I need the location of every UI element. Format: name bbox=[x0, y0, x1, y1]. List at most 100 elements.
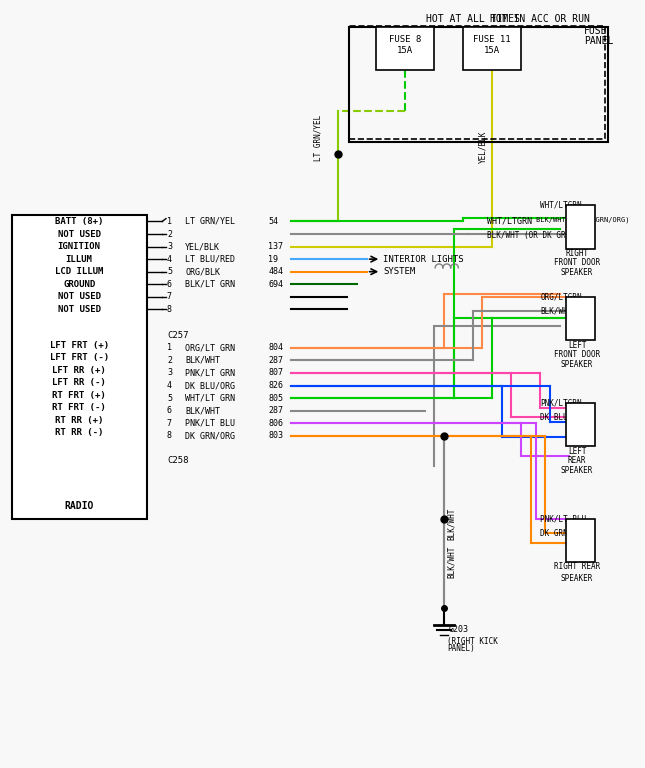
Text: PNK/LT BLU: PNK/LT BLU bbox=[541, 515, 587, 523]
Text: G203: G203 bbox=[449, 625, 469, 634]
Bar bbox=[350, 25, 605, 140]
Text: PNK/LTGRN: PNK/LTGRN bbox=[541, 399, 582, 407]
Text: RADIO: RADIO bbox=[64, 502, 94, 511]
Text: ORG/LTGRN: ORG/LTGRN bbox=[541, 293, 582, 301]
Text: RIGHT REAR: RIGHT REAR bbox=[554, 562, 600, 571]
Text: ORG/LT GRN: ORG/LT GRN bbox=[185, 343, 235, 353]
Text: GROUND: GROUND bbox=[63, 280, 95, 289]
Text: PNK/LT GRN: PNK/LT GRN bbox=[185, 369, 235, 378]
Text: NOT USED: NOT USED bbox=[57, 305, 101, 314]
Text: 807: 807 bbox=[268, 369, 283, 378]
Text: BLK/WHT: BLK/WHT bbox=[185, 406, 221, 415]
Text: BLK/WHT (OR DK GRN/ORG): BLK/WHT (OR DK GRN/ORG) bbox=[488, 231, 593, 240]
Text: 287: 287 bbox=[268, 406, 283, 415]
Text: BLK/WHT: BLK/WHT bbox=[185, 356, 221, 365]
Text: YEL/BLK: YEL/BLK bbox=[185, 242, 221, 251]
Text: SPEAKER: SPEAKER bbox=[561, 466, 593, 475]
Text: 804: 804 bbox=[268, 343, 283, 353]
Text: 484: 484 bbox=[268, 267, 283, 276]
Text: LFT FRT (+): LFT FRT (+) bbox=[50, 340, 109, 349]
Text: 803: 803 bbox=[268, 431, 283, 440]
Bar bbox=[376, 27, 434, 70]
Text: BLK/WHT: BLK/WHT bbox=[447, 546, 456, 578]
Text: WHT/LT GRN: WHT/LT GRN bbox=[185, 393, 235, 402]
Bar bbox=[12, 215, 146, 518]
Text: 1: 1 bbox=[167, 343, 172, 353]
Text: 1: 1 bbox=[167, 217, 172, 226]
Text: LFT FRT (-): LFT FRT (-) bbox=[50, 353, 109, 362]
Text: BLK/WHT: BLK/WHT bbox=[541, 306, 573, 316]
Text: YEL/BLK: YEL/BLK bbox=[478, 131, 487, 164]
Text: PANEL: PANEL bbox=[584, 36, 613, 46]
Text: LEFT: LEFT bbox=[568, 447, 586, 455]
Text: 805: 805 bbox=[268, 393, 283, 402]
Text: DK BLU/ORG: DK BLU/ORG bbox=[185, 381, 235, 390]
Text: 5: 5 bbox=[167, 393, 172, 402]
Text: FRONT DOOR: FRONT DOOR bbox=[554, 350, 600, 359]
Text: RT RR (+): RT RR (+) bbox=[55, 415, 103, 425]
Bar bbox=[566, 205, 595, 249]
Text: NOT USED: NOT USED bbox=[57, 293, 101, 301]
Text: 4: 4 bbox=[167, 255, 172, 263]
Text: 2: 2 bbox=[167, 356, 172, 365]
Text: BLK/WHT (OR DKGRN/ORG): BLK/WHT (OR DKGRN/ORG) bbox=[535, 217, 629, 223]
Text: WHT/LTGRN: WHT/LTGRN bbox=[541, 200, 582, 210]
Text: SPEAKER: SPEAKER bbox=[561, 574, 593, 583]
Text: RIGHT: RIGHT bbox=[566, 249, 589, 258]
Text: RT FRT (+): RT FRT (+) bbox=[52, 391, 106, 399]
Text: 7: 7 bbox=[167, 419, 172, 428]
Text: RT RR (-): RT RR (-) bbox=[55, 429, 103, 437]
Text: 15A: 15A bbox=[484, 46, 501, 55]
Text: LT GRN/YEL: LT GRN/YEL bbox=[314, 114, 323, 161]
Text: 137: 137 bbox=[268, 242, 283, 251]
Text: SPEAKER: SPEAKER bbox=[561, 360, 593, 369]
Text: 826: 826 bbox=[268, 381, 283, 390]
Text: FUSE 11: FUSE 11 bbox=[473, 35, 511, 44]
Text: 3: 3 bbox=[167, 369, 172, 378]
Text: 287: 287 bbox=[268, 356, 283, 365]
Text: LT GRN/YEL: LT GRN/YEL bbox=[185, 217, 235, 226]
Text: LEFT: LEFT bbox=[568, 340, 586, 349]
Text: 4: 4 bbox=[167, 381, 172, 390]
Text: BLK/LT GRN: BLK/LT GRN bbox=[185, 280, 235, 289]
Text: FUSE: FUSE bbox=[584, 26, 608, 36]
Text: (RIGHT KICK: (RIGHT KICK bbox=[447, 637, 498, 646]
Text: DK BLU/ORG: DK BLU/ORG bbox=[541, 413, 587, 422]
Bar bbox=[566, 518, 595, 562]
Text: 5: 5 bbox=[167, 267, 172, 276]
Text: DK GRN/ORG: DK GRN/ORG bbox=[541, 528, 587, 538]
Text: HOT AT ALL TIMES: HOT AT ALL TIMES bbox=[426, 14, 520, 24]
Text: SPEAKER: SPEAKER bbox=[561, 268, 593, 277]
Text: C257: C257 bbox=[167, 331, 188, 340]
Text: PNK/LT BLU: PNK/LT BLU bbox=[185, 419, 235, 428]
Text: 8: 8 bbox=[167, 431, 172, 440]
Text: INTERIOR LIGHTS: INTERIOR LIGHTS bbox=[383, 255, 464, 263]
Bar bbox=[566, 296, 595, 340]
Text: WHT/LTGRN: WHT/LTGRN bbox=[488, 217, 532, 226]
Text: 6: 6 bbox=[167, 406, 172, 415]
Text: LT BLU/RED: LT BLU/RED bbox=[185, 255, 235, 263]
Text: 6: 6 bbox=[167, 280, 172, 289]
Text: REAR: REAR bbox=[568, 456, 586, 465]
Text: NOT USED: NOT USED bbox=[57, 230, 101, 239]
Text: ORG/BLK: ORG/BLK bbox=[185, 267, 221, 276]
Text: IGNITION: IGNITION bbox=[57, 242, 101, 251]
Text: 54: 54 bbox=[268, 217, 278, 226]
Text: LFT RR (+): LFT RR (+) bbox=[52, 366, 106, 375]
Bar bbox=[350, 27, 608, 142]
Text: 2: 2 bbox=[167, 230, 172, 239]
Text: 806: 806 bbox=[268, 419, 283, 428]
Text: HOT IN ACC OR RUN: HOT IN ACC OR RUN bbox=[490, 14, 590, 24]
Text: C258: C258 bbox=[167, 456, 188, 465]
Text: DK GRN/ORG: DK GRN/ORG bbox=[185, 431, 235, 440]
Text: RT FRT (-): RT FRT (-) bbox=[52, 403, 106, 412]
Bar bbox=[463, 27, 521, 70]
Text: SYSTEM: SYSTEM bbox=[383, 267, 415, 276]
Text: LCD ILLUM: LCD ILLUM bbox=[55, 267, 103, 276]
Text: LFT RR (-): LFT RR (-) bbox=[52, 378, 106, 387]
Text: 8: 8 bbox=[167, 305, 172, 314]
Bar bbox=[566, 403, 595, 446]
Text: 3: 3 bbox=[167, 242, 172, 251]
Text: BATT (8+): BATT (8+) bbox=[55, 217, 103, 226]
Text: 15A: 15A bbox=[397, 46, 413, 55]
